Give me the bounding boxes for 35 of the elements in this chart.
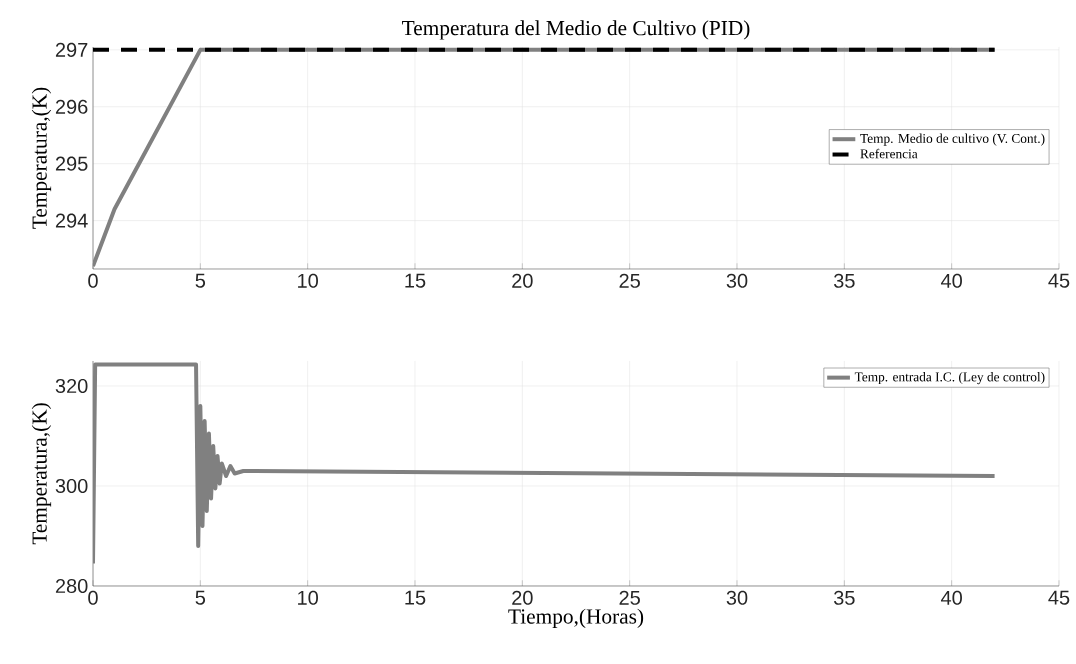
chart-title: Temperatura del Medio de Cultivo (PID) <box>402 20 750 40</box>
y-tick-label: 300 <box>55 478 88 494</box>
x-tick-label: 40 <box>940 590 962 605</box>
x-tick-label: 0 <box>88 273 98 288</box>
x-tick-label: 35 <box>833 273 855 288</box>
x-tick-label: 15 <box>405 590 426 605</box>
legend-label: Referencia <box>860 148 918 159</box>
y-tick-label: 296 <box>55 99 88 114</box>
legend-label: Temp. Medio de cultivo (V. Cont.) <box>860 133 1045 146</box>
y-tick-label: 320 <box>55 378 88 394</box>
x-tick-label: 20 <box>512 273 533 288</box>
x-tick-label: 0 <box>88 590 98 605</box>
x-tick-label: 10 <box>298 273 318 288</box>
y-axis-title: Temperatura,(K) <box>31 87 52 229</box>
x-tick-label: 20 <box>512 590 533 605</box>
x-tick-label: 45 <box>1048 273 1070 288</box>
x-tick-label: 15 <box>405 273 426 288</box>
x-tick-label: 5 <box>195 273 206 288</box>
line-series <box>93 362 997 566</box>
x-tick-label: 30 <box>726 273 748 288</box>
x-tick-label: 30 <box>726 590 748 605</box>
x-tick-label: 35 <box>833 590 855 605</box>
x-tick-label: 40 <box>940 273 962 288</box>
legend-label: Temp. entrada I.C. (Ley de control) <box>854 371 1045 385</box>
y-tick-label: 297 <box>55 42 88 57</box>
x-tick-label: 45 <box>1048 590 1070 605</box>
x-tick-label: 25 <box>619 273 640 288</box>
y-tick-label: 280 <box>55 578 88 594</box>
y-tick-label: 295 <box>55 156 88 171</box>
x-tick-label: 25 <box>619 590 640 605</box>
y-tick-label: 294 <box>55 213 88 228</box>
x-axis-title: Tiempo,(Horas) <box>508 608 644 629</box>
x-tick-label: 5 <box>195 590 206 605</box>
y-axis-title: Temperatura,(K) <box>31 403 52 545</box>
x-tick-label: 10 <box>298 590 318 605</box>
